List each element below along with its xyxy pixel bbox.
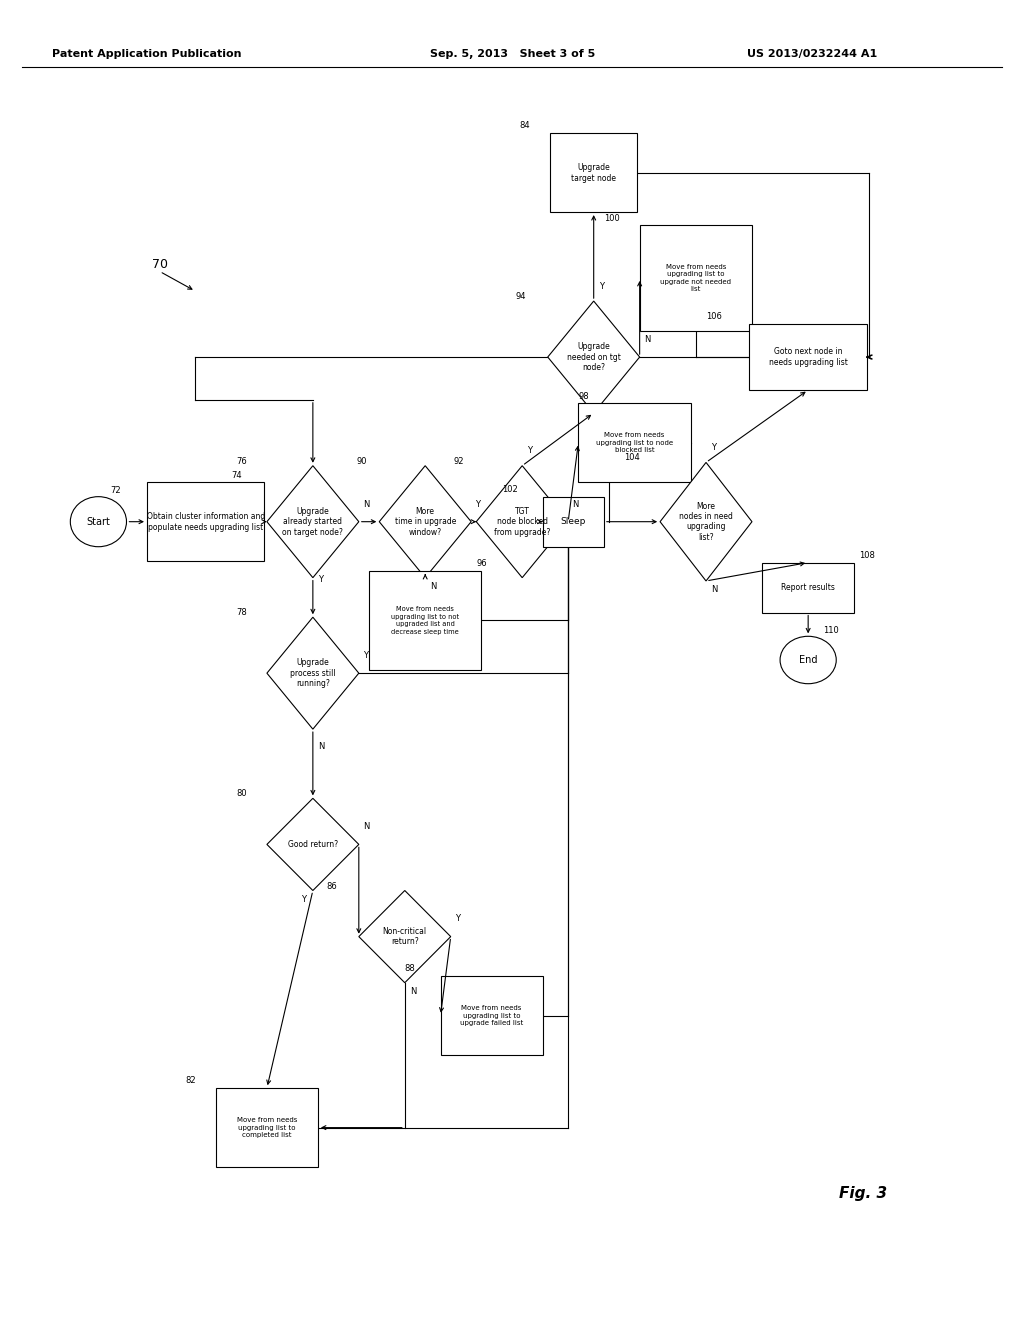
Text: N: N [410,987,416,995]
Polygon shape [267,618,358,729]
Text: 80: 80 [237,789,247,799]
Text: 72: 72 [111,486,121,495]
Text: Move from needs
upgrading list to not
upgraded list and
decrease sleep time: Move from needs upgrading list to not up… [391,606,459,635]
Text: Move from needs
upgrading list to
completed list: Move from needs upgrading list to comple… [237,1117,297,1138]
Text: N: N [318,742,325,751]
Text: 102: 102 [502,484,517,494]
Text: Upgrade
process still
running?: Upgrade process still running? [290,659,336,688]
Text: Y: Y [711,444,716,451]
Text: More
time in upgrade
window?: More time in upgrade window? [394,507,456,537]
Text: 104: 104 [625,453,640,462]
FancyBboxPatch shape [750,325,867,389]
Text: Good return?: Good return? [288,840,338,849]
FancyBboxPatch shape [543,496,604,546]
Polygon shape [379,466,471,578]
Text: Y: Y [527,446,532,455]
Text: 82: 82 [185,1077,196,1085]
FancyBboxPatch shape [579,403,691,482]
Text: 76: 76 [237,457,247,466]
Text: Sep. 5, 2013   Sheet 3 of 5: Sep. 5, 2013 Sheet 3 of 5 [430,49,596,59]
Polygon shape [267,466,358,578]
Ellipse shape [780,636,837,684]
Polygon shape [548,301,640,413]
Text: 84: 84 [519,121,530,131]
Text: N: N [362,822,370,832]
Text: Non-critical
return?: Non-critical return? [383,927,427,946]
Text: 108: 108 [859,550,876,560]
Text: N: N [430,582,436,591]
Text: Y: Y [455,915,460,924]
Text: Move from needs
upgrading list to
upgrade not needed
list: Move from needs upgrading list to upgrad… [660,264,731,292]
Text: Upgrade
already started
on target node?: Upgrade already started on target node? [283,507,343,537]
FancyBboxPatch shape [440,975,543,1055]
Text: Start: Start [86,516,111,527]
Text: TGT
node blocked
from upgrade?: TGT node blocked from upgrade? [494,507,550,537]
Text: Fig. 3: Fig. 3 [839,1185,887,1201]
Polygon shape [267,799,358,891]
Text: More
nodes in need
upgrading
list?: More nodes in need upgrading list? [679,502,733,541]
Text: End: End [799,655,817,665]
Text: N: N [711,585,718,594]
Text: Upgrade
needed on tgt
node?: Upgrade needed on tgt node? [566,342,621,372]
Polygon shape [358,891,451,982]
Text: Y: Y [318,576,323,585]
FancyBboxPatch shape [216,1088,318,1167]
Text: Move from needs
upgrading list to node
blocked list: Move from needs upgrading list to node b… [596,432,673,453]
Text: Y: Y [599,281,604,290]
Text: 92: 92 [454,457,464,466]
Text: 94: 94 [515,292,525,301]
FancyBboxPatch shape [550,133,637,213]
Text: 78: 78 [237,609,247,618]
Text: Obtain cluster information and
populate needs upgrading list: Obtain cluster information and populate … [146,512,265,532]
Polygon shape [660,462,752,581]
Text: Y: Y [301,895,305,904]
Text: Sleep: Sleep [560,517,586,527]
Text: Goto next node in
needs upgrading list: Goto next node in needs upgrading list [769,347,848,367]
Text: 88: 88 [404,965,416,973]
Text: 96: 96 [476,560,486,569]
Text: 90: 90 [356,457,368,466]
Text: 86: 86 [326,882,337,891]
Text: US 2013/0232244 A1: US 2013/0232244 A1 [746,49,878,59]
Text: 100: 100 [604,214,620,223]
Text: Move from needs
upgrading list to
upgrade failed list: Move from needs upgrading list to upgrad… [460,1005,523,1026]
Text: Y: Y [475,499,480,508]
FancyBboxPatch shape [640,226,752,331]
Text: N: N [644,335,650,345]
Text: 106: 106 [707,313,722,322]
Text: 74: 74 [231,470,242,479]
Text: Patent Application Publication: Patent Application Publication [52,49,242,59]
Text: Y: Y [362,651,368,660]
Text: 98: 98 [579,392,589,400]
Text: 110: 110 [823,626,840,635]
FancyBboxPatch shape [762,562,854,612]
Text: N: N [572,499,579,508]
Text: Report results: Report results [781,583,836,593]
FancyBboxPatch shape [369,572,481,669]
Text: Upgrade
target node: Upgrade target node [571,162,616,182]
FancyBboxPatch shape [146,482,264,561]
Text: 70: 70 [152,259,168,272]
Ellipse shape [71,496,127,546]
Text: N: N [362,499,370,508]
Polygon shape [476,466,568,578]
